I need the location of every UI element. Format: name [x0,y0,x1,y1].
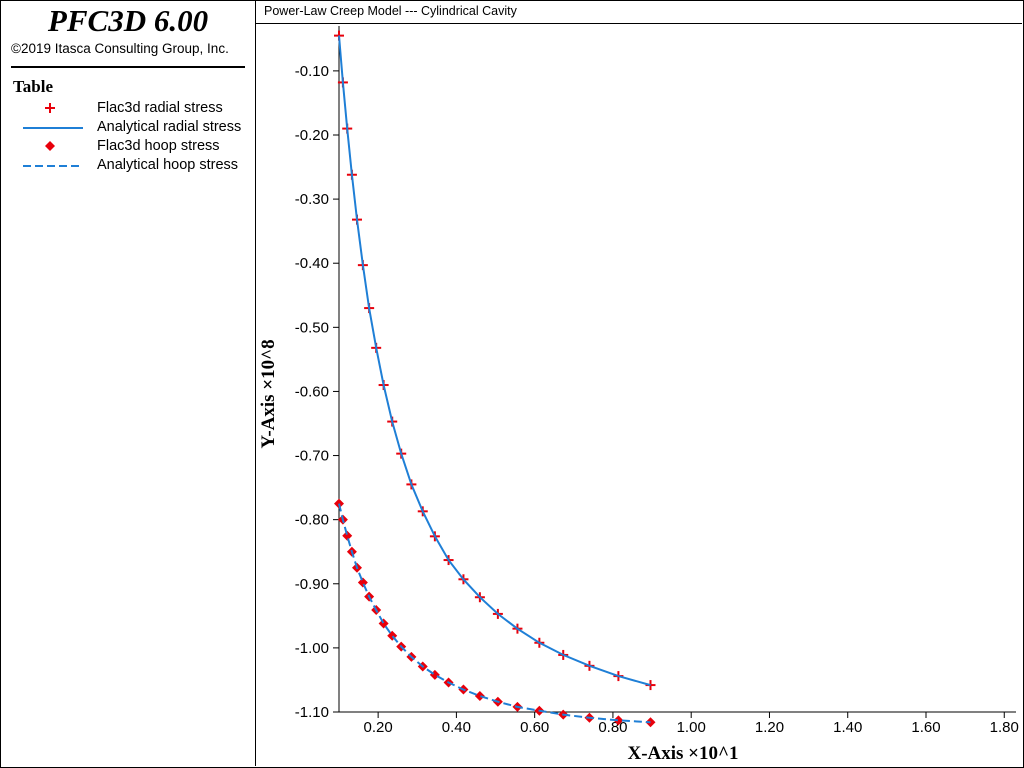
legend-item-analytical-radial: Analytical radial stress [1,118,255,137]
app-title: PFC3D 6.00 [47,3,209,38]
data-point-diamond [613,715,624,726]
chart-title: Power-Law Creep Model --- Cylindrical Ca… [264,4,517,18]
solid-line-icon [23,127,83,129]
data-point-diamond [474,690,485,701]
y-tick-label: -0.20 [295,127,329,144]
series-layer [334,30,656,728]
y-tick-label: -0.70 [295,448,329,465]
legend-item-flac3d-radial: Flac3d radial stress [1,99,255,118]
y-tick-label: -0.80 [295,512,329,529]
data-point-diamond [357,577,368,588]
y-tick-label: -1.10 [295,704,329,721]
y-axis-title: Y-Axis ×10^8 [258,339,279,448]
y-tick-label: -0.30 [295,191,329,208]
x-tick-label: 1.00 [677,719,706,736]
chart-area: -0.10 -0.20 -0.30 -0.40 -0.50 -0.60 -0.70 -0.80… [258,26,1019,764]
sidebar-divider [11,66,245,68]
legend-item-analytical-hoop: Analytical hoop stress [1,156,255,175]
title-divider [256,23,1022,24]
y-tick-label: -0.90 [295,576,329,593]
x-tick-label: 1.20 [755,719,784,736]
legend-item-flac3d-hoop: Flac3d hoop stress [1,137,255,156]
legend-label: Analytical radial stress [97,119,242,135]
x-tick-label: 1.80 [990,719,1019,736]
series-analytical-radial-stress [338,35,651,687]
x-axis-title: X-Axis ×10^1 [627,743,738,764]
y-tick-label: -0.60 [295,383,329,400]
copyright-text: ©2019 Itasca Consulting Group, Inc. [11,41,229,56]
legend-heading: Table [13,77,54,96]
dashed-line-icon [23,165,83,167]
x-tick-label: 0.60 [520,719,549,736]
data-point-diamond [342,530,353,541]
y-tick-label: -1.00 [295,640,329,657]
x-tick-label: 1.40 [833,719,862,736]
x-tick-label: 0.40 [442,719,471,736]
y-tick-label: -0.10 [295,63,329,80]
series-line [338,35,651,687]
series-analytical-hoop-stress [338,503,651,724]
series-line [338,503,651,724]
series-flac3d-radial-stress [334,30,656,691]
y-tick-label: -0.40 [295,255,329,272]
y-tick-label: -0.50 [295,319,329,336]
legend-label: Flac3d radial stress [97,100,223,116]
legend-label: Flac3d hoop stress [97,138,220,154]
plus-marker-icon [45,103,55,113]
legend-label: Analytical hoop stress [97,157,239,173]
axes: -0.10 -0.20 -0.30 -0.40 -0.50 -0.60 -0.70 -0.80… [295,26,1019,736]
legend-panel: PFC3D 6.00 ©2019 Itasca Consulting Group… [1,1,256,766]
x-tick-label: 1.60 [911,719,940,736]
x-tick-label: 0.20 [364,719,393,736]
diamond-marker-icon [45,141,55,151]
